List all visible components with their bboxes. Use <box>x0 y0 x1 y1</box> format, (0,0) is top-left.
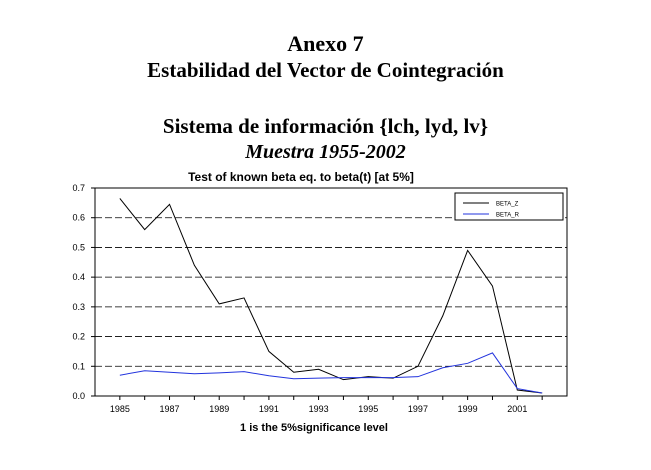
x-tick-label: 1987 <box>160 404 180 414</box>
x-tick-label: 1989 <box>209 404 229 414</box>
x-axis: 1985 1987 1989 1991 1993 1995 1997 1999 2001 <box>110 396 543 414</box>
series-lines <box>119 198 543 394</box>
y-tick-label: 0.3 <box>72 302 85 312</box>
y-tick-label: 0.4 <box>72 272 85 282</box>
x-tick-label: 2001 <box>507 404 527 414</box>
legend-label: BETA_R <box>496 213 520 219</box>
y-tick-label: 0.2 <box>72 332 85 342</box>
x-tick-label: 1991 <box>259 404 279 414</box>
y-tick-label: 0.5 <box>72 242 85 252</box>
annex-heading: Anexo 7 <box>287 31 364 56</box>
y-tick-label: 0.1 <box>72 361 85 371</box>
plot-frame <box>94 187 568 397</box>
legend: BETA_Z BETA_R <box>454 192 564 221</box>
annex-title: Estabilidad del Vector de Cointegración <box>147 58 504 82</box>
x-axis-label: 1 is the 5%significance level <box>240 422 388 434</box>
y-tick-label: 0.6 <box>72 213 85 223</box>
system-title: Sistema de información {lch, lyd, lv} <box>162 114 489 138</box>
y-tick-label: 0.0 <box>72 391 85 401</box>
series-line-beta-r <box>119 352 543 394</box>
legend-box <box>454 192 564 221</box>
x-tick-label: 1985 <box>110 404 130 414</box>
series-line-beta-z <box>119 198 543 394</box>
x-tick-label: 1997 <box>408 404 428 414</box>
chart-title: Test of known beta eq. to beta(t) [at 5%… <box>188 170 414 184</box>
x-tick-label: 1993 <box>309 404 329 414</box>
x-tick-label: 1999 <box>458 404 478 414</box>
legend-label: BETA_Z <box>496 202 519 208</box>
y-tick-label: 0.7 <box>72 183 85 193</box>
y-axis: 0.0 0.1 0.2 0.3 0.4 0.5 0.6 0.7 <box>72 183 95 401</box>
sample-subtitle: Muestra 1955-2002 <box>245 141 406 163</box>
grid-lines <box>95 217 567 367</box>
x-tick-label: 1995 <box>358 404 378 414</box>
